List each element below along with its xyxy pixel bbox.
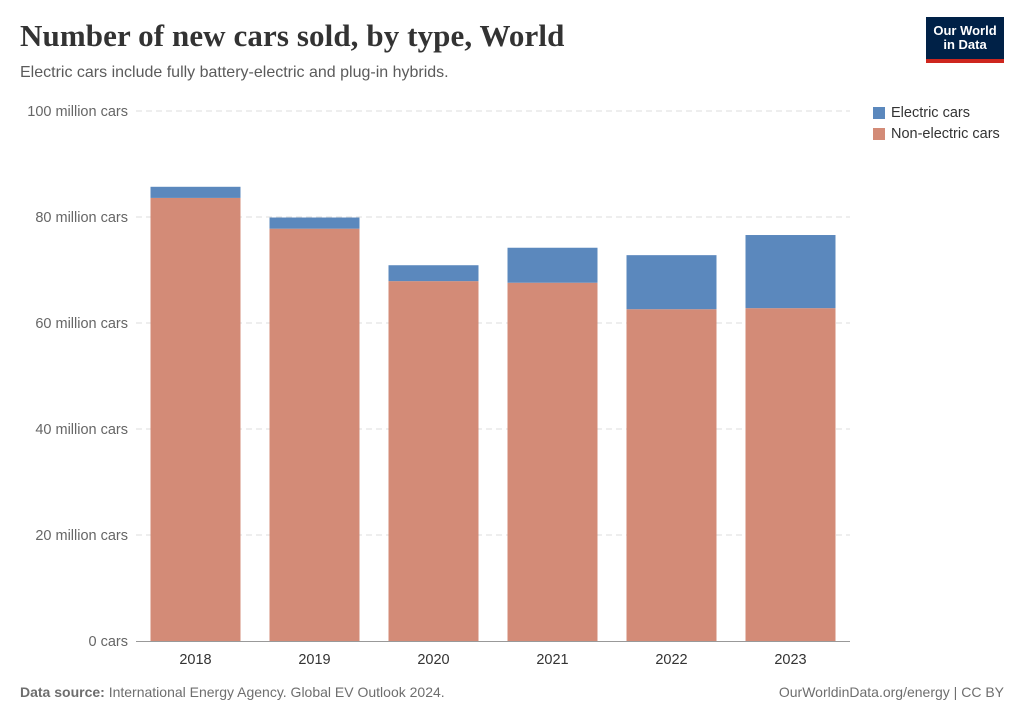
y-tick-label: 40 million cars <box>35 422 128 438</box>
data-source: Data source: International Energy Agency… <box>20 684 445 700</box>
bar-chart: 0 cars 20 million cars 40 million cars 60 m… <box>0 0 1024 723</box>
bar-electric-2023 <box>746 235 836 308</box>
bar-electric-2019 <box>270 218 360 229</box>
bar-electric-2021 <box>508 248 598 283</box>
x-tick-label: 2023 <box>774 652 806 668</box>
x-tick-label: 2022 <box>655 652 687 668</box>
footer-credit[interactable]: OurWorldinData.org/energy | CC BY <box>779 684 1004 700</box>
bar-nonelectric-2021 <box>508 283 598 641</box>
y-tick-label: 20 million cars <box>35 528 128 544</box>
x-tick-label: 2021 <box>536 652 568 668</box>
y-tick-label: 0 cars <box>89 634 129 650</box>
bar-electric-2018 <box>151 187 241 198</box>
data-source-text[interactable]: International Energy Agency. Global EV O… <box>109 684 445 700</box>
bar-nonelectric-2019 <box>270 229 360 641</box>
bar-electric-2022 <box>627 255 717 309</box>
bar-nonelectric-2022 <box>627 309 717 641</box>
x-tick-label: 2018 <box>179 652 211 668</box>
x-tick-label: 2019 <box>298 652 330 668</box>
bar-nonelectric-2020 <box>389 281 479 641</box>
x-tick-label: 2020 <box>417 652 449 668</box>
y-tick-label: 60 million cars <box>35 316 128 332</box>
y-tick-label: 100 million cars <box>27 104 128 120</box>
bar-nonelectric-2023 <box>746 308 836 641</box>
bar-nonelectric-2018 <box>151 198 241 641</box>
data-source-label: Data source: <box>20 684 105 700</box>
bar-electric-2020 <box>389 265 479 281</box>
y-tick-label: 80 million cars <box>35 210 128 226</box>
